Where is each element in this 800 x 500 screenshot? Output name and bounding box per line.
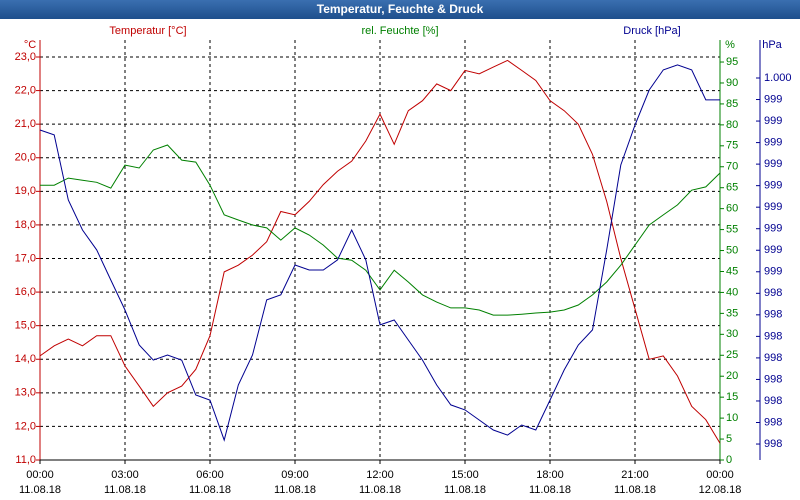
y-tick-label: 22,0 [15, 84, 36, 96]
y-tick-label: 15,0 [15, 320, 36, 332]
y2-axis-unit: % [725, 39, 735, 51]
y2-tick-label: 80 [726, 119, 738, 131]
y-tick-label: 18,0 [15, 219, 36, 231]
y2-tick-label: 55 [726, 224, 738, 236]
y3-tick-label: 999 [764, 223, 782, 235]
y2-tick-label: 45 [726, 265, 738, 277]
x-tick-label: 12:00 [366, 469, 394, 481]
y-tick-label: 17,0 [15, 252, 36, 264]
x-tick-label: 21:00 [621, 469, 649, 481]
y3-tick-label: 998 [764, 352, 782, 364]
x-tick-label: 06:00 [196, 469, 224, 481]
y-axis-unit: °C [24, 39, 36, 51]
y-tick-label: 16,0 [15, 286, 36, 298]
x-tick-label: 18:00 [536, 469, 564, 481]
y2-tick-label: 5 [726, 433, 732, 445]
y3-tick-label: 998 [764, 309, 782, 321]
y2-tick-label: 75 [726, 140, 738, 152]
y3-tick-label: 999 [764, 266, 782, 278]
y2-tick-label: 20 [726, 370, 738, 382]
y3-tick-label: 998 [764, 330, 782, 342]
y3-tick-label: 1.000 [764, 72, 792, 84]
y2-tick-label: 65 [726, 182, 738, 194]
x-tick-label: 00:00 [706, 469, 734, 481]
y-tick-label: 13,0 [15, 387, 36, 399]
x-tick-date: 11.08.18 [444, 484, 486, 496]
y2-tick-label: 30 [726, 328, 738, 340]
series-line [39, 59, 721, 444]
title-bar [0, 0, 800, 19]
x-tick-date: 11.08.18 [189, 484, 231, 496]
y3-tick-label: 999 [764, 180, 782, 192]
y3-tick-label: 998 [764, 373, 782, 385]
x-tick-date: 11.08.18 [359, 484, 401, 496]
x-tick-date: 11.08.18 [19, 484, 61, 496]
x-tick-date: 11.08.18 [104, 484, 146, 496]
y3-tick-label: 999 [764, 136, 782, 148]
x-tick-label: 00:00 [26, 469, 54, 481]
x-tick-date: 12.08.18 [699, 484, 742, 496]
y2-tick-label: 85 [726, 98, 738, 110]
x-tick-label: 03:00 [111, 469, 139, 481]
y2-tick-label: 50 [726, 244, 738, 256]
y2-tick-label: 70 [726, 161, 738, 173]
y3-tick-label: 999 [764, 201, 782, 213]
series-name: Temperatur [°C] [109, 25, 186, 37]
y3-tick-label: 999 [764, 93, 782, 105]
series-name: rel. Feuchte [%] [361, 25, 438, 37]
chart-title: Temperatur, Feuchte & Druck [317, 2, 484, 16]
y3-tick-label: 998 [764, 395, 782, 407]
y3-tick-label: 999 [764, 244, 782, 256]
y3-tick-label: 999 [764, 158, 782, 170]
y2-tick-label: 10 [726, 412, 738, 424]
y2-tick-label: 25 [726, 349, 738, 361]
x-tick-date: 11.08.18 [529, 484, 571, 496]
y2-tick-label: 90 [726, 77, 738, 89]
y-tick-label: 11,0 [15, 454, 36, 466]
y2-tick-label: 0 [726, 454, 732, 466]
y3-axis-unit: hPa [762, 39, 782, 51]
x-tick-date: 11.08.18 [274, 484, 316, 496]
series-name: Druck [hPa] [623, 25, 680, 37]
y-tick-label: 12,0 [15, 420, 36, 432]
x-tick-label: 15:00 [451, 469, 479, 481]
y-tick-label: 21,0 [15, 118, 36, 130]
y-tick-label: 20,0 [15, 152, 36, 164]
y3-tick-label: 999 [764, 115, 782, 127]
y2-tick-label: 40 [726, 286, 738, 298]
series-line [39, 64, 720, 442]
x-tick-date: 11.08.18 [614, 484, 656, 496]
y-tick-label: 19,0 [15, 185, 36, 197]
y-tick-label: 14,0 [15, 353, 36, 365]
series-line [40, 144, 721, 316]
y3-tick-label: 998 [764, 438, 782, 450]
y-tick-label: 23,0 [15, 51, 36, 63]
x-tick-label: 09:00 [281, 469, 309, 481]
y2-tick-label: 60 [726, 203, 738, 215]
y2-tick-label: 95 [726, 56, 738, 68]
y2-tick-label: 15 [726, 391, 738, 403]
y3-tick-label: 998 [764, 416, 782, 428]
y2-tick-label: 35 [726, 307, 738, 319]
y3-tick-label: 998 [764, 287, 782, 299]
